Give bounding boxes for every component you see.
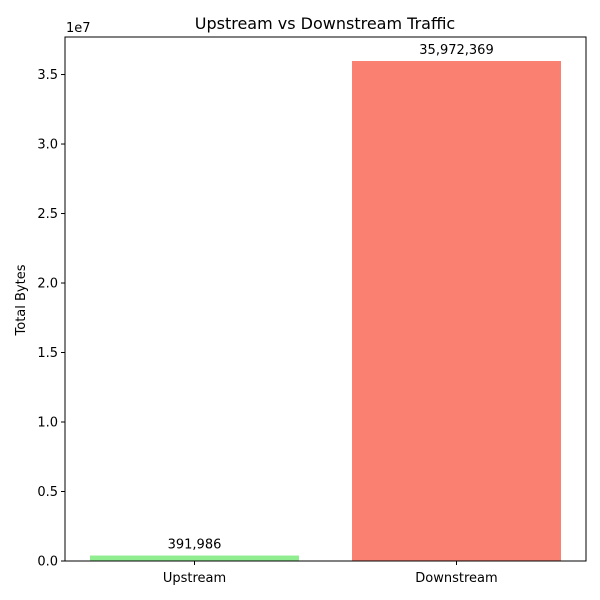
bar-downstream [352,61,561,561]
y-tick-label: 2.0 [37,277,58,292]
bars-layer: 391,986 35,972,369 [90,43,561,561]
x-tick-label-downstream: Downstream [415,571,497,586]
chart-title: Upstream vs Downstream Traffic [195,14,455,33]
y-tick-label: 3.5 [37,68,58,83]
plot-frame [64,36,587,562]
y-tick-label: 0.5 [37,485,58,500]
ticks-layer: 0.0 0.5 1.0 1.5 2.0 2.5 3.0 3.5 Upstream Downstre… [37,68,497,586]
data-label-downstream: 35,972,369 [419,43,493,58]
bar-upstream [90,555,299,561]
y-tick-label: 3.0 [37,138,58,153]
x-tick-label-upstream: Upstream [163,571,226,586]
y-tick-label: 1.0 [37,416,58,431]
y-tick-label: 2.5 [37,207,58,222]
y-tick-label: 1.5 [37,346,58,361]
data-label-upstream: 391,986 [168,538,222,553]
y-tick-label: 0.0 [37,555,58,570]
y-axis-scale-label: 1e7 [66,21,91,36]
y-axis-label: Total Bytes [14,264,29,336]
